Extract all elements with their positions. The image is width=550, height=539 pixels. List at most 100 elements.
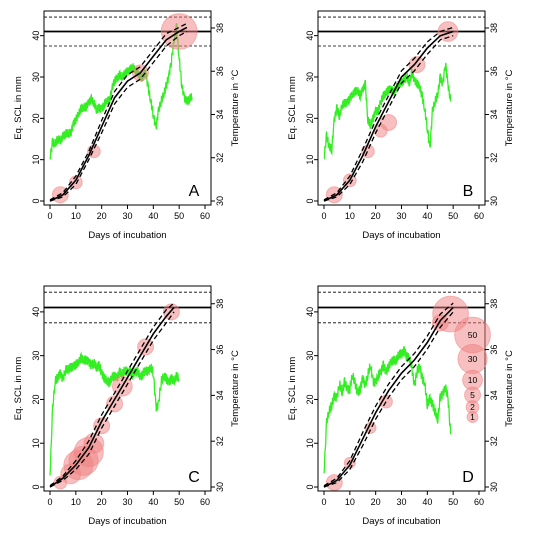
y-tick-label: 0: [31, 484, 41, 489]
y2-tick-label: 34: [215, 390, 225, 400]
panel-letter: B: [463, 183, 474, 200]
y2-tick-label: 34: [489, 390, 499, 400]
y2-tick-label: 38: [489, 23, 499, 33]
x-tick-label: 40: [422, 497, 432, 507]
x-tick-label: 0: [321, 211, 326, 221]
plot-area: [318, 16, 485, 204]
x-tick-label: 30: [122, 497, 132, 507]
x-axis-label: Days of incubation: [362, 516, 440, 527]
y2-tick-label: 34: [215, 109, 225, 119]
y2-tick-label: 36: [489, 66, 499, 76]
growth-ci-lower: [49, 30, 188, 202]
y-tick-label: 30: [31, 351, 41, 361]
y2-axis-label: Temperature in °C: [504, 70, 515, 147]
size-legend-label: 50: [468, 330, 478, 340]
y-tick-label: 10: [31, 438, 41, 448]
x-tick-label: 10: [345, 211, 355, 221]
x-tick-label: 20: [97, 497, 107, 507]
y2-tick-label: 32: [215, 436, 225, 446]
y2-tick-label: 32: [489, 153, 499, 163]
y-tick-label: 20: [31, 394, 41, 404]
x-tick-label: 40: [148, 497, 158, 507]
size-legend-label: 30: [468, 354, 478, 364]
x-tick-label: 50: [448, 211, 458, 221]
observation-point: [343, 456, 356, 469]
growth-curve: [323, 30, 454, 202]
y-tick-label: 0: [31, 198, 41, 203]
x-tick-label: 60: [200, 211, 210, 221]
y2-tick-label: 38: [215, 299, 225, 309]
x-tick-label: 0: [321, 497, 326, 507]
y-tick-label: 0: [305, 198, 315, 203]
x-tick-label: 30: [396, 211, 406, 221]
y2-tick-label: 30: [489, 196, 499, 206]
y-axis-label: Eq. SCL in mm: [13, 357, 24, 421]
y-tick-label: 20: [31, 113, 41, 123]
temperature-series: [323, 62, 452, 160]
x-axis-label: Days of incubation: [88, 230, 166, 241]
x-tick-label: 0: [47, 497, 52, 507]
y-axis-label: Eq. SCL in mm: [287, 357, 298, 421]
x-tick-label: 60: [200, 497, 210, 507]
y2-tick-label: 36: [215, 66, 225, 76]
growth-curve: [49, 306, 175, 488]
x-tick-label: 10: [345, 497, 355, 507]
y2-tick-label: 32: [489, 436, 499, 446]
panel-letter: A: [189, 183, 200, 200]
x-tick-label: 0: [47, 211, 52, 221]
panel-letter: D: [462, 469, 474, 486]
x-tick-label: 10: [71, 497, 81, 507]
y-tick-label: 40: [305, 307, 315, 317]
y2-tick-label: 30: [489, 482, 499, 492]
y-tick-label: 10: [305, 438, 315, 448]
growth-ci-lower: [323, 311, 454, 488]
growth-ci-lower: [49, 311, 175, 488]
chart-panel-a: 0 10 20 30 40 50 60 Days of incubation 0 10 20 30 40…: [13, 10, 241, 241]
x-tick-label: 50: [448, 497, 458, 507]
x-axis-label: Days of incubation: [88, 516, 166, 527]
y2-tick-label: 38: [489, 299, 499, 309]
observation-point: [408, 56, 426, 74]
y2-axis-label: Temperature in °C: [230, 350, 241, 427]
x-tick-label: 40: [148, 211, 158, 221]
y2-axis-label: Temperature in °C: [504, 350, 515, 427]
y2-tick-label: 36: [489, 345, 499, 355]
plot-area: [44, 291, 211, 490]
x-tick-label: 40: [422, 211, 432, 221]
panel-letter: C: [188, 469, 200, 486]
growth-ci-upper: [323, 26, 454, 201]
growth-curve: [49, 26, 188, 202]
y2-axis-label: Temperature in °C: [230, 70, 241, 147]
x-tick-label: 30: [122, 211, 132, 221]
size-legend-label: 1: [470, 412, 475, 422]
y2-tick-label: 30: [215, 482, 225, 492]
observation-point: [437, 21, 459, 42]
x-tick-label: 60: [474, 211, 484, 221]
x-tick-label: 10: [71, 211, 81, 221]
x-tick-label: 20: [371, 497, 381, 507]
x-tick-label: 50: [174, 497, 184, 507]
x-tick-label: 60: [474, 497, 484, 507]
size-legend-label: 10: [468, 375, 478, 385]
y-axis-label: Eq. SCL in mm: [287, 76, 298, 140]
growth-curve: [323, 306, 454, 488]
growth-ci-upper: [49, 22, 188, 201]
y-tick-label: 30: [305, 72, 315, 82]
y2-tick-label: 38: [215, 23, 225, 33]
temperature-series: [323, 346, 452, 474]
size-legend-label: 5: [470, 390, 475, 400]
y-tick-label: 10: [305, 155, 315, 165]
y-tick-label: 20: [305, 113, 315, 123]
x-tick-label: 50: [174, 211, 184, 221]
y-tick-label: 40: [31, 307, 41, 317]
y-tick-label: 10: [31, 155, 41, 165]
chart-panel-b: 0 10 20 30 40 50 60 Days of incubation 0 10 20 30 40…: [287, 10, 515, 241]
y-tick-label: 40: [305, 31, 315, 41]
growth-ci-lower: [323, 35, 454, 202]
y2-tick-label: 34: [489, 109, 499, 119]
x-tick-label: 30: [396, 497, 406, 507]
y2-tick-label: 36: [215, 345, 225, 355]
plot-area: [44, 13, 211, 204]
chart-panel-d: 0 10 20 30 40 50 60 Days of incubation 0 10 20 30 40…: [287, 285, 515, 527]
